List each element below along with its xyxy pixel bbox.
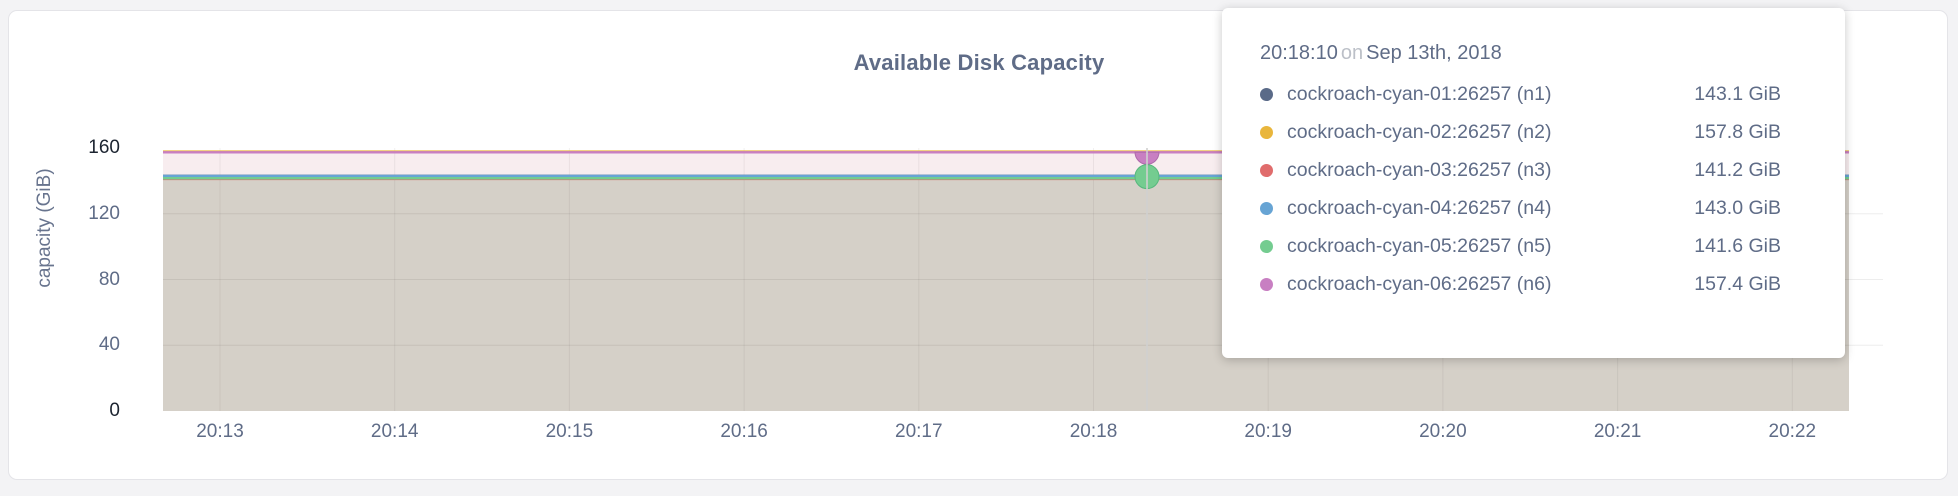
series-name: cockroach-cyan-05:26257 (n5) — [1287, 234, 1552, 257]
tooltip-row: cockroach-cyan-06:26257 (n6) 157.4 GiB — [1222, 265, 1845, 303]
series-color-dot-icon — [1260, 125, 1273, 139]
series-name: cockroach-cyan-02:26257 (n2) — [1287, 120, 1552, 143]
tooltip-header: 20:18:10 on Sep 13th, 2018 — [1222, 8, 1845, 65]
series-value: 141.2 GiB — [1694, 158, 1781, 181]
series-name: cockroach-cyan-06:26257 (n6) — [1287, 272, 1552, 295]
x-tick-label: 20:22 — [1768, 421, 1817, 442]
series-value: 157.4 GiB — [1694, 272, 1781, 295]
tooltip-row: cockroach-cyan-01:26257 (n1) 143.1 GiB — [1222, 75, 1845, 113]
y-tick-label: 0 — [109, 400, 120, 421]
series-color-dot-icon — [1260, 201, 1273, 215]
series-value: 141.6 GiB — [1694, 234, 1781, 257]
tooltip-rows: cockroach-cyan-01:26257 (n1) 143.1 GiB coc… — [1222, 75, 1845, 303]
tooltip-row: cockroach-cyan-03:26257 (n3) 141.2 GiB — [1222, 151, 1845, 189]
hover-tooltip: 20:18:10 on Sep 13th, 2018 cockroach-cyan-… — [1222, 8, 1845, 358]
series-color-dot-icon — [1260, 277, 1273, 291]
tooltip-row: cockroach-cyan-04:26257 (n4) 143.0 GiB — [1222, 189, 1845, 227]
series-name: cockroach-cyan-04:26257 (n4) — [1287, 196, 1552, 219]
tooltip-row: cockroach-cyan-02:26257 (n2) 157.8 GiB — [1222, 113, 1845, 151]
tooltip-on-label: on — [1340, 42, 1364, 64]
x-tick-label: 20:19 — [1244, 421, 1292, 442]
y-tick-label: 40 — [98, 334, 120, 356]
series-color-dot-icon — [1260, 163, 1273, 177]
x-tick-label: 20:18 — [1069, 421, 1118, 442]
x-tick-label: 20:21 — [1593, 421, 1642, 442]
x-tick-label: 20:14 — [370, 421, 419, 442]
series-value: 143.1 GiB — [1694, 82, 1781, 105]
series-name: cockroach-cyan-01:26257 (n1) — [1287, 82, 1552, 105]
tooltip-time: 20:18:10 — [1260, 42, 1338, 64]
x-tick-label: 20:15 — [545, 421, 594, 442]
tooltip-date: Sep 13th, 2018 — [1366, 42, 1502, 64]
y-tick-label: 80 — [98, 268, 120, 290]
series-color-dot-icon — [1260, 87, 1273, 101]
tooltip-row: cockroach-cyan-05:26257 (n5) 141.6 GiB — [1222, 227, 1845, 265]
series-value: 143.0 GiB — [1694, 196, 1781, 219]
chart-title: Available Disk Capacity — [853, 50, 1105, 75]
x-tick-label: 20:17 — [895, 421, 943, 442]
x-tick-label: 20:20 — [1419, 421, 1467, 442]
series-color-dot-icon — [1260, 239, 1273, 253]
series-name: cockroach-cyan-03:26257 (n3) — [1287, 158, 1552, 181]
x-tick-label: 20:13 — [196, 421, 244, 442]
y-tick-label: 160 — [88, 137, 120, 158]
x-tick-label: 20:16 — [720, 421, 768, 442]
y-tick-label: 120 — [88, 202, 120, 224]
series-value: 157.8 GiB — [1694, 120, 1781, 143]
